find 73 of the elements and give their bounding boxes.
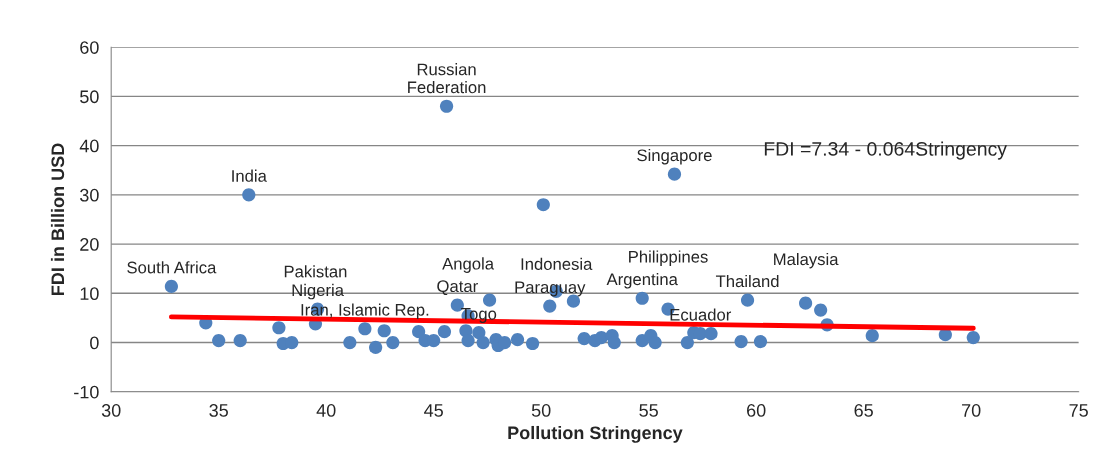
annotation: Russian Federation: [408, 63, 486, 94]
x-tick-label: 40: [316, 404, 336, 417]
point: [386, 335, 400, 350]
point: [412, 325, 426, 339]
point: [285, 335, 299, 350]
annotation: Indonesia: [521, 257, 593, 270]
y-tick-label: 10: [80, 287, 99, 301]
y-tick-label: 50: [80, 90, 99, 104]
point: [242, 188, 256, 202]
point: [704, 327, 718, 341]
annotation: Thailand: [715, 274, 779, 288]
y-tick-label: 40: [79, 139, 99, 153]
point: [607, 335, 621, 350]
x-tick-label: 65: [854, 404, 873, 417]
point: [472, 326, 486, 340]
point: [525, 336, 540, 351]
x-axis-title: Pollution Stringency: [508, 425, 683, 443]
point: [594, 331, 608, 345]
point: [938, 328, 952, 342]
x-tick-label: 70: [962, 404, 981, 417]
point: [799, 296, 813, 310]
y-tick-label: 20: [80, 238, 99, 251]
point: [680, 335, 694, 350]
x-tick-label: 55: [639, 404, 658, 417]
point: [814, 303, 828, 317]
point: [343, 335, 357, 350]
x-tick-label: 60: [747, 404, 766, 417]
point: [482, 293, 497, 307]
point: [577, 332, 591, 346]
x-tick-label: 30: [101, 404, 121, 417]
point: [439, 99, 454, 113]
point: [536, 198, 550, 212]
point: [740, 293, 755, 307]
annotation: Argentina: [606, 272, 678, 289]
point: [427, 333, 441, 348]
point: [233, 333, 247, 348]
y-tick-label: -10: [74, 385, 99, 399]
point: [358, 322, 372, 336]
point: [461, 333, 475, 348]
point: [164, 279, 178, 294]
point: [753, 334, 768, 349]
point: [377, 324, 391, 338]
x-tick-label: 50: [531, 404, 551, 417]
y-tick-label: 30: [80, 188, 99, 202]
point: [635, 291, 649, 305]
annotation: India: [232, 169, 267, 182]
point: [437, 325, 452, 339]
annotation: South Africa: [127, 261, 217, 274]
point: [966, 331, 980, 345]
y-tick-label: 60: [80, 41, 99, 54]
y-tick-label: 0: [90, 336, 99, 350]
point: [543, 299, 557, 313]
point: [510, 333, 525, 347]
annotation: Pakistan: [284, 265, 347, 278]
point: [212, 333, 226, 348]
point: [272, 321, 286, 335]
point: [476, 335, 490, 350]
annotation: Ecuador: [670, 308, 732, 321]
point: [865, 329, 879, 343]
annotation: Malaysia: [774, 252, 839, 269]
y-axis-title: FDI in Billion USD: [50, 143, 65, 295]
point: [648, 335, 662, 350]
annotation: Angola: [442, 257, 495, 273]
annotation: FDI =7.34 - 0.064Stringency: [764, 141, 1007, 160]
point: [734, 334, 748, 349]
x-tick-label: 75: [1069, 404, 1088, 417]
annotation: Qatar: [437, 280, 478, 296]
x-tick-label: 35: [209, 404, 228, 417]
annotation: Philippines: [629, 250, 708, 267]
x-tick-label: 45: [424, 404, 443, 417]
point: [369, 340, 383, 355]
annotation: Singapore: [637, 148, 712, 165]
point: [667, 167, 682, 181]
